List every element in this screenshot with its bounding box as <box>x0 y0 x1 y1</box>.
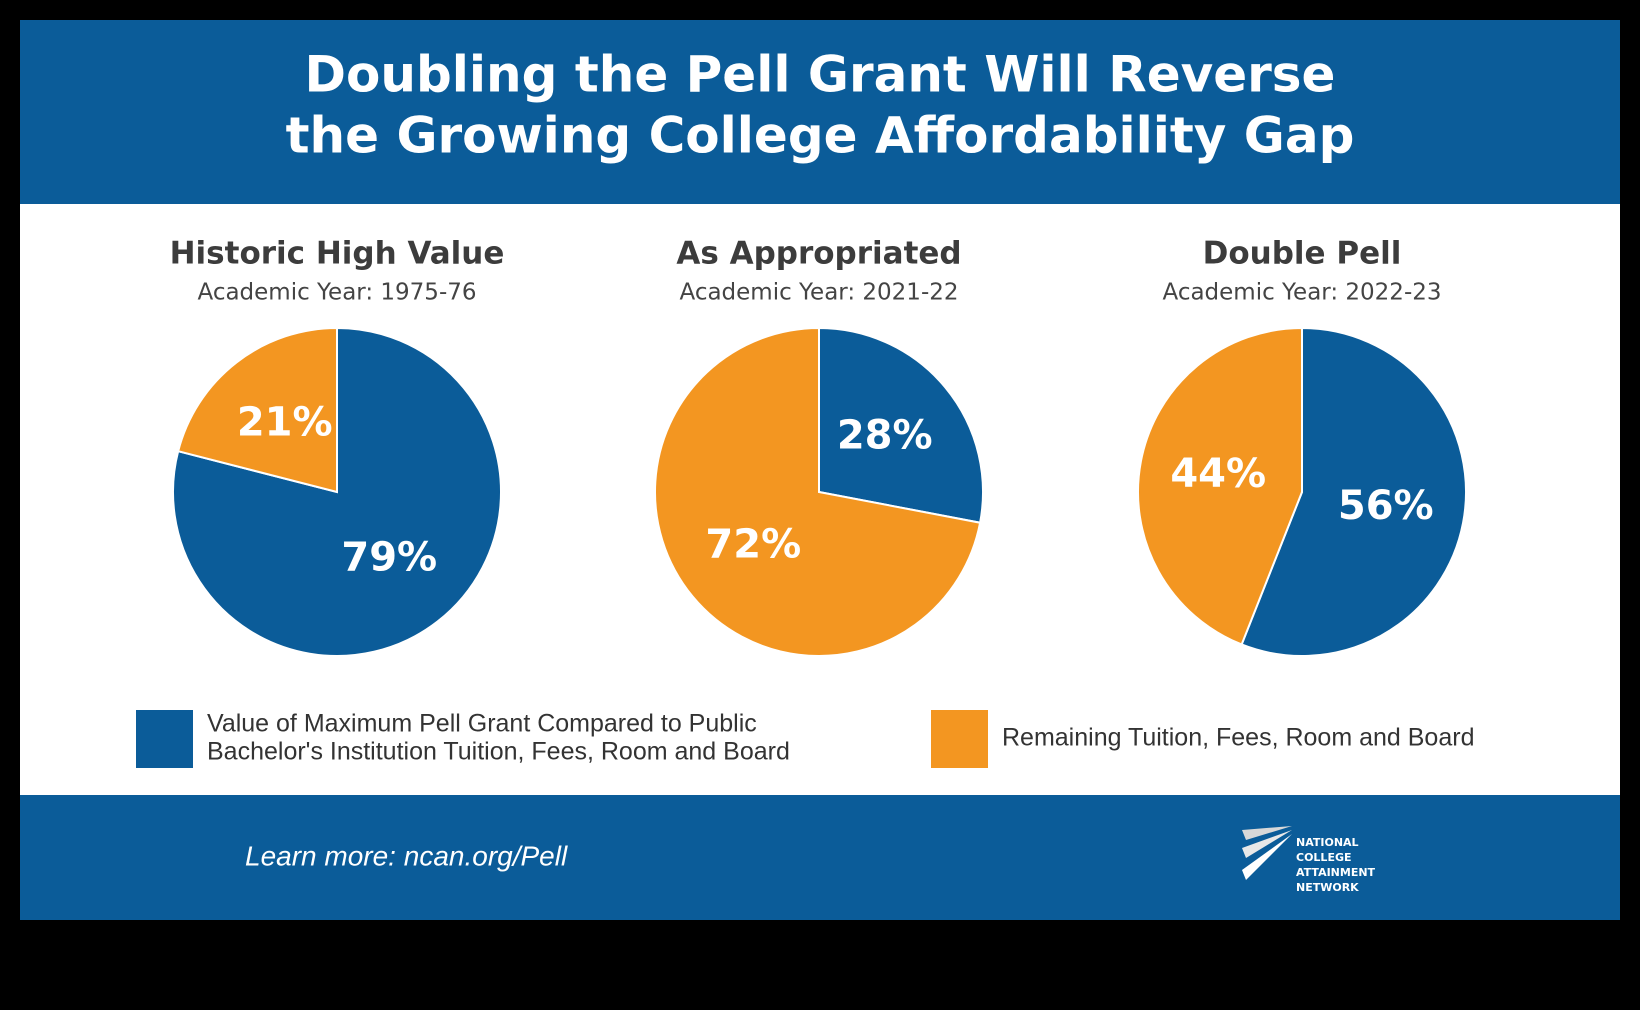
pie-slice <box>1137 326 1303 646</box>
pie-subtitle: Academic Year: 1975-76 <box>197 280 476 306</box>
slice-label: 79% <box>341 534 437 580</box>
legend-swatch <box>931 710 988 768</box>
legend-swatch <box>136 710 193 768</box>
pie-title: As Appropriated <box>676 236 961 272</box>
logo-stripe <box>1242 826 1292 840</box>
header-band <box>20 20 1620 204</box>
logo-text: ATTAINMENT <box>1296 866 1376 879</box>
legend-label: Value of Maximum Pell Grant Compared to … <box>207 710 757 738</box>
legend-label: Remaining Tuition, Fees, Room and Board <box>1002 724 1474 752</box>
pie-slice <box>176 326 338 494</box>
slice-label: 72% <box>705 521 801 567</box>
pie-slice <box>172 326 502 657</box>
pie-subtitle: Academic Year: 2021-22 <box>679 280 958 306</box>
slice-label: 56% <box>1338 483 1434 529</box>
footer-link[interactable]: Learn more: ncan.org/Pell <box>245 840 568 871</box>
title-line: the Growing College Affordability Gap <box>286 107 1355 165</box>
footer-band <box>20 795 1620 920</box>
title-line: Doubling the Pell Grant Will Reverse <box>305 46 1336 104</box>
logo-mark <box>1242 826 1292 880</box>
pie-title: Double Pell <box>1203 236 1402 272</box>
slice-label: 28% <box>837 413 933 459</box>
logo-text: NATIONAL <box>1296 836 1359 849</box>
pie-title: Historic High Value <box>170 236 505 272</box>
pie-slice <box>654 326 982 657</box>
logo-stripe <box>1242 834 1292 880</box>
slice-label: 44% <box>1170 451 1266 497</box>
logo-text: NETWORK <box>1296 881 1359 894</box>
slice-label: 21% <box>237 400 333 446</box>
pie-slice <box>1240 326 1467 657</box>
logo-stripe <box>1242 830 1292 858</box>
logo-text: COLLEGE <box>1296 851 1352 864</box>
legend-label: Bachelor's Institution Tuition, Fees, Ro… <box>207 738 790 766</box>
pie-subtitle: Academic Year: 2022-23 <box>1162 280 1441 306</box>
pie-slice <box>818 326 984 524</box>
